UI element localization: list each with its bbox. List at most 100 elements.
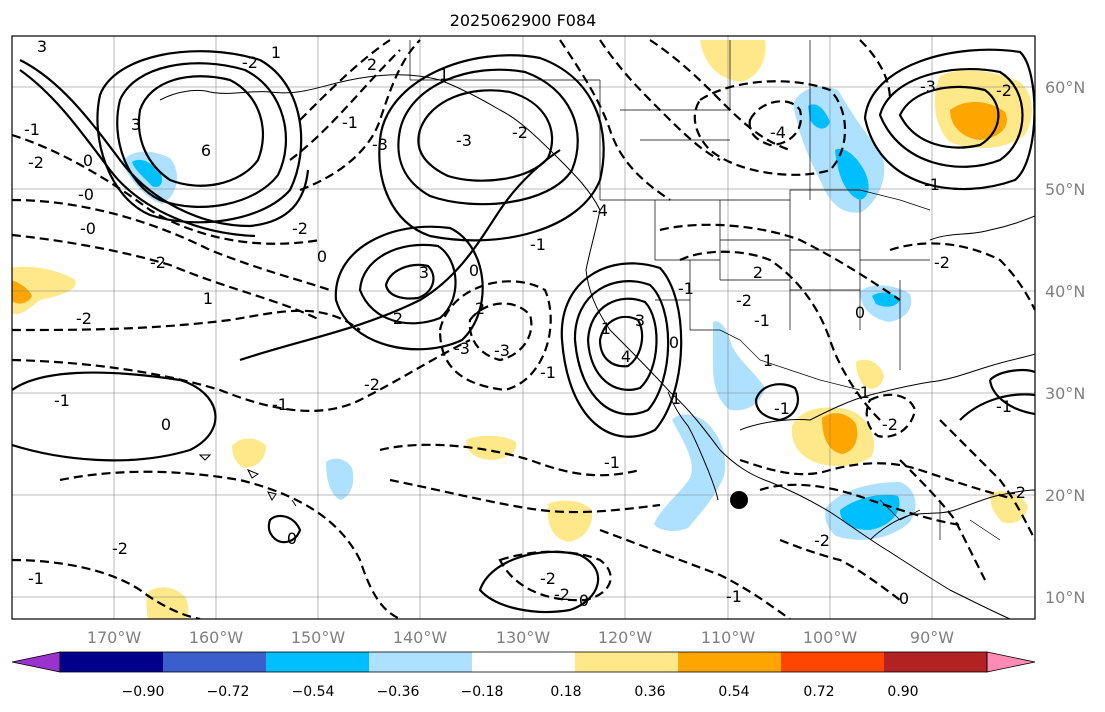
contour-label: 1 [763, 351, 773, 370]
colorbar-tick-label: 0.36 [634, 684, 665, 700]
contour-label: -1 [272, 395, 288, 414]
lon-label: 110°W [701, 628, 756, 647]
colorbar-segment [781, 652, 885, 672]
lon-label: 160°W [189, 628, 244, 647]
contour-label: -2 [882, 415, 898, 434]
contour-label: -2 [554, 585, 570, 604]
contour-label: -2 [996, 81, 1012, 100]
contour-label: 0 [579, 591, 589, 610]
contour-label: 3 [37, 37, 47, 56]
contour-label: 1 [271, 43, 281, 62]
contour-label: -2 [292, 219, 308, 238]
lon-label: 170°W [87, 628, 142, 647]
contour-label: 0 [669, 333, 679, 352]
lat-label: 20°N [1045, 486, 1085, 505]
colorbar-segment [163, 652, 267, 672]
lat-label: 60°N [1045, 78, 1085, 97]
colorbar-tick-label: 0.72 [803, 684, 834, 700]
colorbar [11, 651, 1036, 673]
contour-label: -2 [540, 569, 556, 588]
contour-label: 3 [635, 311, 645, 330]
latitude-labels: 60°N 50°N 40°N 30°N 20°N 10°N [1045, 78, 1085, 607]
colorbar-tick-label: −0.18 [461, 684, 504, 700]
colorbar-tick-label: −0.90 [122, 684, 165, 700]
contour-label: -2 [112, 539, 128, 558]
contour-label: 3 [419, 263, 429, 282]
longitude-labels: 170°W 160°W 150°W 140°W 130°W 120°W 110°… [87, 628, 954, 647]
contour-label: -2 [814, 531, 830, 550]
contour-label: -3 [454, 339, 470, 358]
graticule [12, 36, 1035, 619]
lat-label: 40°N [1045, 282, 1085, 301]
contour-label: 2 [753, 263, 763, 282]
colorbar-tick-label: −0.36 [377, 684, 420, 700]
contour-label: 0 [161, 415, 171, 434]
colorbar-tick-label: −0.54 [292, 684, 335, 700]
storm-position-marker [730, 491, 748, 509]
contour-label: -1 [678, 279, 694, 298]
lon-label: 120°W [598, 628, 653, 647]
contour-label: 2 [475, 299, 485, 318]
map-frame [11, 35, 1036, 620]
contour-label: 2 [367, 55, 377, 74]
contour-label: 1 [671, 389, 681, 408]
contour-label: -1 [540, 363, 556, 382]
contour-label: -1 [854, 383, 870, 402]
contour-label: 6 [201, 141, 211, 160]
contour-label: -3 [920, 77, 936, 96]
colorbar-segment [60, 652, 164, 672]
colorbar-tick-label: 0.54 [718, 684, 749, 700]
colorbar-labels: −0.90 −0.72 −0.54 −0.36 −0.18 0.18 0.36 … [122, 684, 919, 700]
lat-label: 50°N [1045, 180, 1085, 199]
shaded-anomalies [12, 40, 1032, 619]
contour-label: -2 [512, 123, 528, 142]
contour-label: 0 [287, 529, 297, 548]
contour-label: 2 [393, 309, 403, 328]
contour-label: 1 [439, 65, 449, 84]
contour-label: 0 [317, 247, 327, 266]
contour-labels: 3 -1 -2 0 -0 -0 -2 -1 -2 6 3 -2 1 2 -1 0… [24, 37, 1026, 610]
contour-label: -1 [54, 391, 70, 410]
contour-label: -1 [774, 399, 790, 418]
map-content: 3 -1 -2 0 -0 -0 -2 -1 -2 6 3 -2 1 2 -1 0… [12, 36, 1035, 619]
colorbar-tick-label: 0.90 [887, 684, 918, 700]
colorbar-segment [884, 652, 988, 672]
contour-label: 1 [203, 289, 213, 308]
contour-label: -0 [80, 219, 96, 238]
contour-label: -2 [76, 309, 92, 328]
contour-label: -1 [996, 397, 1012, 416]
colorbar-tick-label: −0.72 [207, 684, 250, 700]
map-title: 2025062900 F084 [450, 11, 597, 30]
contour-label: 0 [899, 589, 909, 608]
lat-label: 10°N [1045, 588, 1085, 607]
lon-label: 150°W [291, 628, 346, 647]
contour-label: -4 [592, 201, 608, 220]
contour-label: -2 [934, 253, 950, 272]
contour-label: -3 [372, 135, 388, 154]
contour-label: -2 [150, 253, 166, 272]
contour-label: -3 [456, 131, 472, 150]
contour-label: -2 [364, 375, 380, 394]
colorbar-segment [266, 652, 370, 672]
contour-label: 1 [601, 319, 611, 338]
contour-label: 0 [855, 303, 865, 322]
contour-label: -1 [754, 311, 770, 330]
colorbar-extension-high [986, 651, 1036, 673]
contour-label: -1 [530, 235, 546, 254]
contour-label: -0 [78, 185, 94, 204]
contour-label: 4 [621, 347, 631, 366]
contour-label: -2 [736, 291, 752, 310]
contour-label: -3 [494, 341, 510, 360]
lon-label: 100°W [803, 628, 858, 647]
contour-label: -1 [24, 120, 40, 139]
borders [409, 40, 1001, 541]
colorbar-segment [369, 652, 473, 672]
contour-label: -1 [604, 453, 620, 472]
contour-label: 0 [83, 151, 93, 170]
lon-label: 130°W [496, 628, 551, 647]
contour-label: -4 [770, 123, 786, 142]
colorbar-segment [678, 652, 782, 672]
contour-label: 3 [131, 115, 141, 134]
contour-label: -2 [1010, 483, 1026, 502]
